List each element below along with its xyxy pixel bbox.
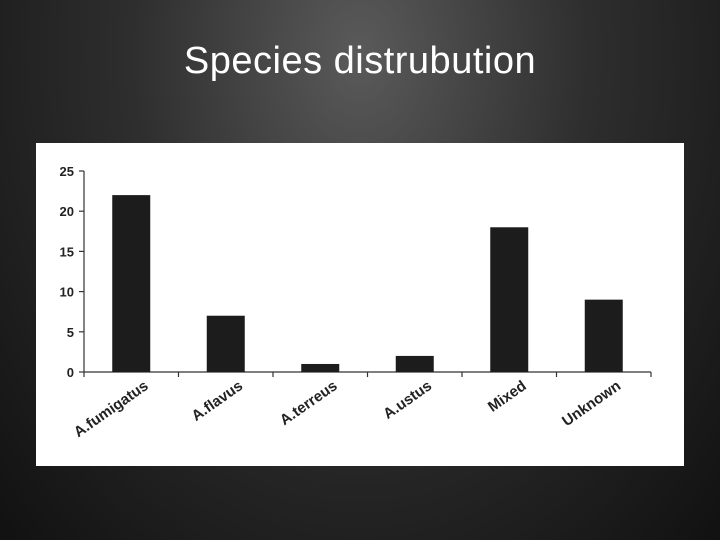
y-tick-label: 15 (60, 244, 74, 259)
bar (301, 363, 340, 372)
y-tick-label: 20 (60, 204, 74, 219)
x-tick-label: Mixed (485, 377, 530, 415)
y-tick-label: 5 (67, 325, 74, 340)
bar (490, 227, 529, 372)
x-axis-ticks: A.fumigatus A.flavus A.terreus A.ustus Mixed… (71, 372, 652, 441)
chart-panel: 0 5 10 15 20 25 A.fumigatus A.flavus A.terreus A… (36, 143, 684, 466)
x-tick-label: A.ustus (380, 377, 435, 422)
x-tick-label: Unknown (559, 377, 624, 430)
x-tick-label: A.fumigatus (71, 377, 152, 441)
bar (112, 195, 151, 372)
chart-axes (83, 171, 651, 373)
bar (206, 315, 245, 372)
y-tick-label: 0 (67, 365, 74, 380)
y-tick-label: 10 (60, 285, 74, 300)
slide-title: Species distrubution (183, 40, 537, 82)
bar (395, 355, 434, 372)
x-tick-label: A.flavus (188, 377, 246, 424)
x-tick-label: A.terreus (277, 377, 341, 429)
y-axis-ticks: 0 5 10 15 20 25 (60, 164, 84, 380)
chart-bars (112, 195, 623, 372)
y-tick-label: 25 (60, 164, 74, 179)
bar (584, 299, 623, 372)
